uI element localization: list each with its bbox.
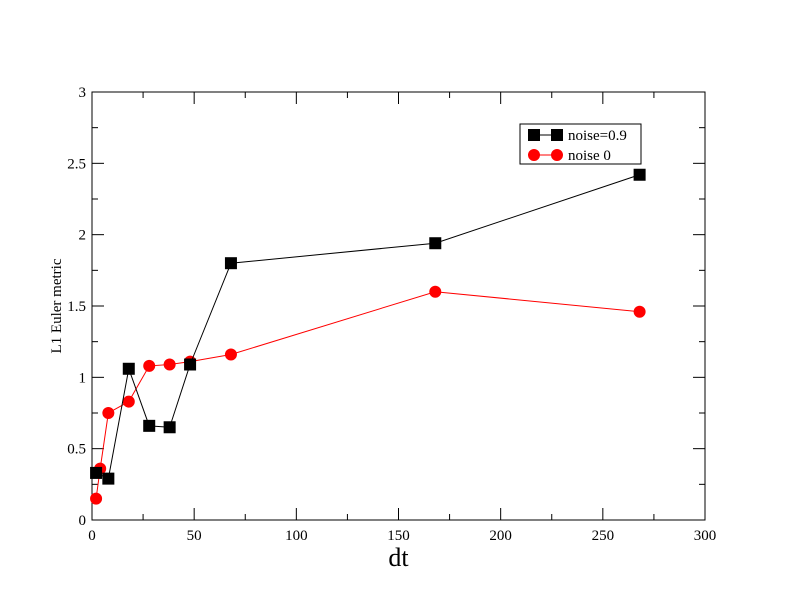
data-point: [163, 421, 176, 434]
data-point: [429, 285, 442, 298]
y-tick-label: 0.5: [67, 442, 86, 458]
data-point: [143, 419, 156, 432]
series-line: [95, 291, 640, 499]
x-tick-label: 250: [592, 528, 615, 544]
legend-label: noise 0: [568, 148, 611, 164]
y-tick-label: 1: [79, 370, 87, 386]
legend-marker: [551, 149, 563, 161]
x-tick-label: 200: [489, 528, 512, 544]
y-axis-label: L1 Euler metric: [49, 258, 65, 353]
data-point: [633, 168, 646, 181]
axis-ticks: 0 50 100 150 200 250 300 0 0.5 1 1.5 2 2.5 3: [67, 85, 716, 544]
data-point: [90, 466, 103, 479]
y-tick-label: 2.5: [67, 156, 86, 172]
legend-marker: [528, 129, 540, 141]
data-point: [102, 472, 115, 485]
data-point: [122, 395, 135, 408]
data-point: [429, 237, 442, 250]
x-tick-label: 0: [88, 528, 96, 544]
data-point: [122, 362, 135, 375]
data-point: [163, 358, 176, 371]
legend-entry: noise 0: [528, 148, 611, 164]
y-tick-label: 1.5: [67, 299, 86, 315]
data-point: [143, 359, 156, 372]
y-tick-label: 3: [79, 85, 87, 101]
data-point: [90, 492, 103, 505]
x-tick-label: 50: [187, 528, 202, 544]
y-tick-label: 2: [79, 228, 87, 244]
data-point: [633, 305, 646, 318]
data-point: [102, 407, 115, 419]
series-layer: [90, 168, 646, 505]
x-tick-label: 100: [285, 528, 308, 544]
data-point: [224, 348, 237, 361]
x-axis-label: dt: [388, 543, 409, 572]
legend-entry: noise=0.9: [528, 128, 627, 144]
y-tick-label: 0: [79, 513, 87, 529]
legend-box: [519, 123, 642, 165]
series-noise-0-9: [90, 168, 646, 485]
x-tick-label: 150: [387, 528, 410, 544]
legend-marker: [551, 129, 563, 141]
x-tick-label: 300: [694, 528, 717, 544]
legend: noise=0.9 noise 0: [519, 123, 642, 165]
data-point: [224, 257, 237, 270]
legend-label: noise=0.9: [568, 128, 627, 144]
legend-marker: [528, 149, 540, 161]
data-point: [184, 358, 197, 371]
